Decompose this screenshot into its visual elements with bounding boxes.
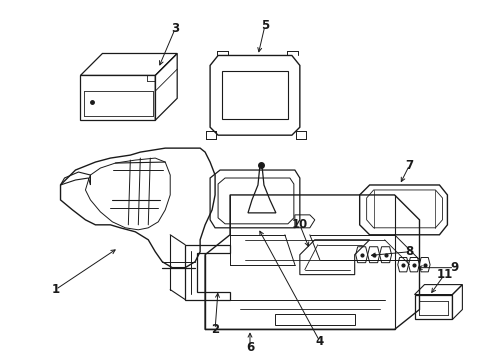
Text: 11: 11 bbox=[436, 268, 453, 281]
Text: 2: 2 bbox=[211, 323, 219, 336]
Text: 5: 5 bbox=[261, 19, 269, 32]
Text: 1: 1 bbox=[51, 283, 60, 296]
Text: 8: 8 bbox=[405, 245, 414, 258]
Text: 4: 4 bbox=[316, 335, 324, 348]
Text: 10: 10 bbox=[292, 218, 308, 231]
Text: 9: 9 bbox=[450, 261, 459, 274]
Text: 6: 6 bbox=[246, 341, 254, 354]
Text: 7: 7 bbox=[405, 158, 414, 172]
Text: 3: 3 bbox=[171, 22, 179, 35]
